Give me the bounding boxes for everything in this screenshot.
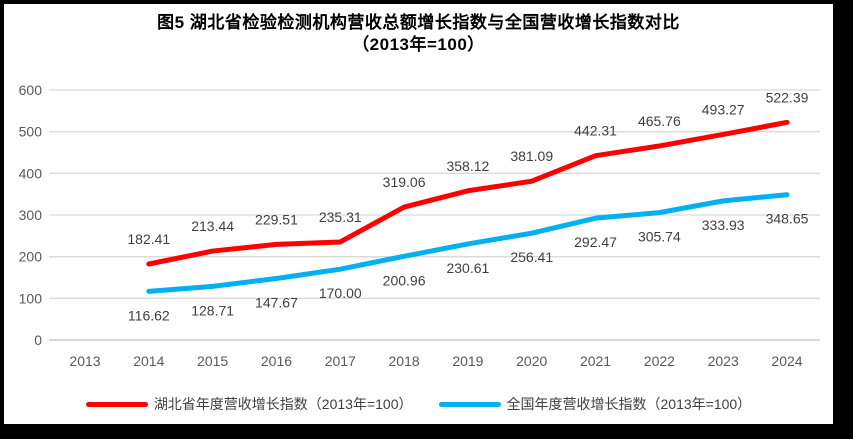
x-tick-label: 2024	[771, 353, 802, 369]
data-label: 465.76	[638, 113, 681, 129]
data-label: 381.09	[510, 148, 553, 164]
data-label: 230.61	[446, 260, 489, 276]
data-label: 442.31	[574, 123, 617, 139]
chart-title-line2: （2013年=100）	[352, 35, 485, 54]
data-label: 319.06	[383, 174, 426, 190]
x-tick-label: 2015	[197, 353, 228, 369]
data-label: 147.67	[255, 294, 298, 310]
x-tick-label: 2017	[325, 353, 356, 369]
chart-plot: 0 100 200 300 400 500 600 2013 2014 2015 2016 2017 2…	[19, 82, 820, 369]
data-label: 493.27	[702, 101, 745, 117]
y-tick-label: 600	[19, 82, 43, 98]
data-label: 170.00	[319, 285, 362, 301]
y-tick-label: 500	[19, 124, 43, 140]
legend-label-hubei: 湖北省年度营收增长指数（2013年=100）	[153, 396, 413, 412]
x-tick-label: 2020	[516, 353, 547, 369]
series-line	[146, 119, 790, 267]
y-tick-label: 0	[34, 332, 42, 348]
x-tick-label: 2019	[452, 353, 483, 369]
legend-swatch-hubei-line	[85, 401, 148, 407]
y-tick-label: 100	[19, 290, 43, 306]
x-tick-label: 2016	[261, 353, 292, 369]
data-label: 128.71	[191, 302, 234, 318]
x-tick-label: 2014	[133, 353, 164, 369]
legend-swatch-national-line	[438, 401, 501, 407]
x-tick-label: 2022	[644, 353, 675, 369]
data-label: 200.96	[383, 272, 426, 288]
data-label: 522.39	[766, 89, 809, 105]
chart-canvas: 图5 湖北省检验检测机构营收总额增长指数与全国营收增长指数对比 （2013年=1…	[4, 4, 833, 424]
x-tick-label: 2021	[580, 353, 611, 369]
x-tick-label: 2018	[389, 353, 420, 369]
data-label: 292.47	[574, 234, 617, 250]
data-label: 305.74	[638, 229, 681, 245]
y-tick-label: 400	[19, 165, 43, 181]
chart-title: 图5 湖北省检验检测机构营收总额增长指数与全国营收增长指数对比 （2013年=1…	[4, 12, 833, 56]
data-label: 256.41	[510, 249, 553, 265]
y-tick-label: 300	[19, 207, 43, 223]
chart-title-line1: 图5 湖北省检验检测机构营收总额增长指数与全国营收增长指数对比	[157, 13, 680, 32]
y-tick-label: 200	[19, 249, 43, 265]
data-label: 213.44	[191, 218, 234, 234]
x-tick-label: 2013	[69, 353, 100, 369]
data-label: 182.41	[127, 231, 170, 247]
legend-label-national: 全国年度营收增长指数（2013年=100）	[506, 396, 752, 412]
data-label: 333.93	[702, 217, 745, 233]
series-line	[146, 192, 790, 294]
data-label: 116.62	[128, 307, 170, 323]
data-label: 358.12	[446, 158, 489, 174]
chart-legend: 湖北省年度营收增长指数（2013年=100） 全国年度营收增长指数（2013年=…	[4, 394, 833, 414]
data-label: 348.65	[766, 211, 809, 227]
data-label: 235.31	[319, 209, 362, 225]
legend-item-hubei[interactable]: 湖北省年度营收增长指数（2013年=100）	[85, 394, 413, 414]
x-tick-label: 2023	[708, 353, 739, 369]
data-label: 229.51	[255, 211, 298, 227]
legend-item-national[interactable]: 全国年度营收增长指数（2013年=100）	[438, 394, 752, 414]
